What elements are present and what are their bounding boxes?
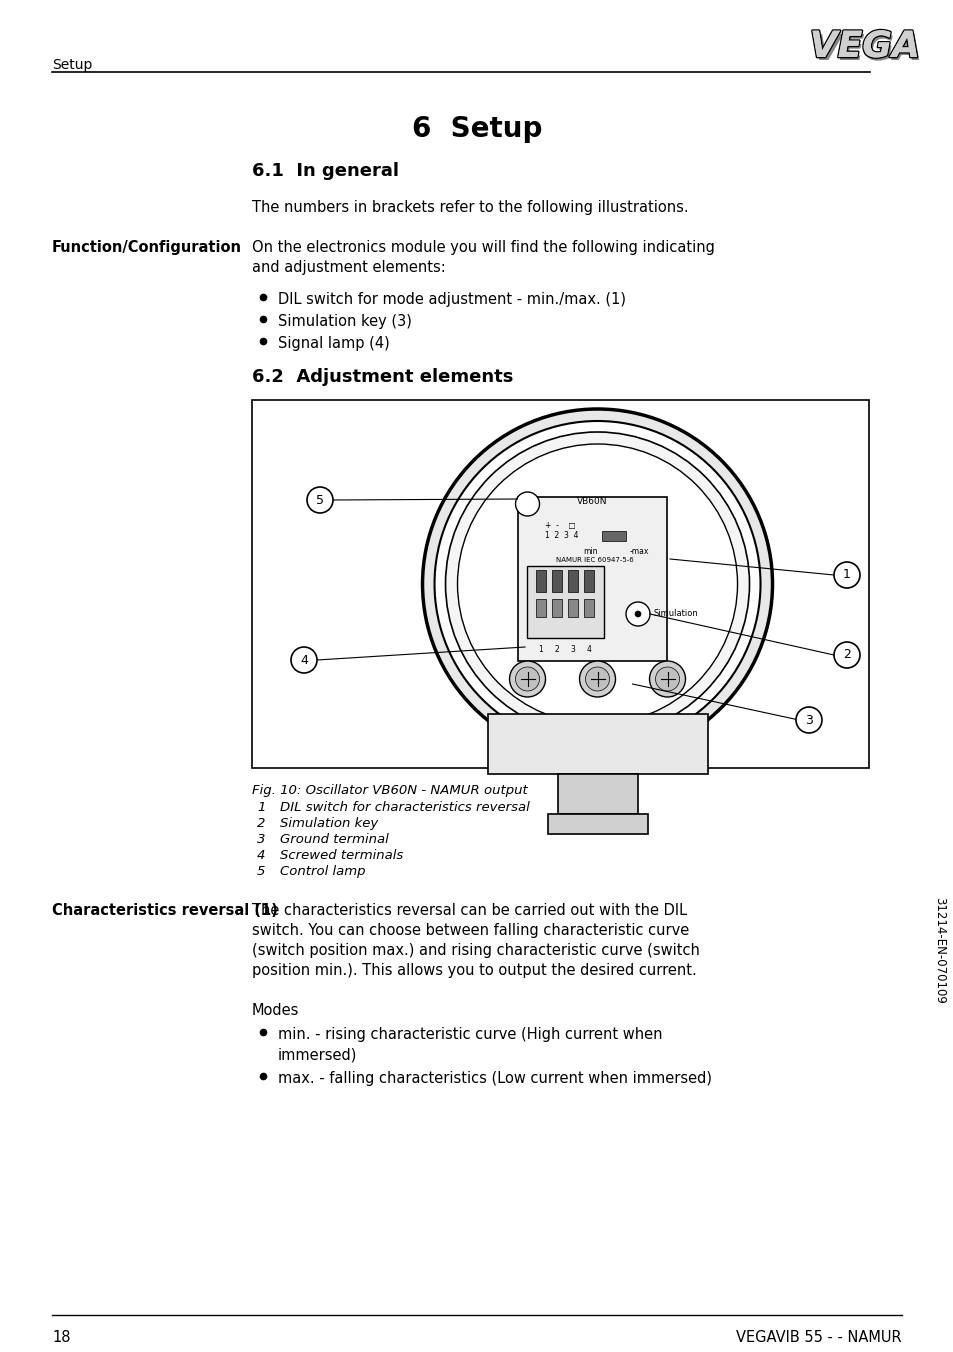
FancyBboxPatch shape bbox=[526, 566, 603, 638]
Text: Function/Configuration: Function/Configuration bbox=[52, 241, 242, 256]
Bar bbox=[567, 571, 578, 592]
Text: The characteristics reversal can be carried out with the DIL: The characteristics reversal can be carr… bbox=[252, 903, 686, 918]
Circle shape bbox=[635, 611, 640, 617]
Text: 2: 2 bbox=[256, 817, 265, 830]
FancyBboxPatch shape bbox=[557, 773, 637, 814]
Circle shape bbox=[578, 661, 615, 698]
Circle shape bbox=[833, 562, 859, 588]
Text: DIL switch for mode adjustment - min./max. (1): DIL switch for mode adjustment - min./ma… bbox=[277, 292, 625, 307]
Text: Setup: Setup bbox=[52, 58, 92, 72]
Text: 4: 4 bbox=[256, 849, 265, 863]
Text: immersed): immersed) bbox=[277, 1046, 357, 1063]
Ellipse shape bbox=[445, 433, 749, 735]
Text: 3: 3 bbox=[256, 833, 265, 846]
Text: Simulation: Simulation bbox=[653, 610, 697, 618]
Text: 1: 1 bbox=[842, 568, 850, 581]
Text: Fig. 10: Oscillator VB60N - NAMUR output: Fig. 10: Oscillator VB60N - NAMUR output bbox=[252, 784, 527, 796]
FancyBboxPatch shape bbox=[487, 714, 707, 773]
Bar bbox=[583, 571, 594, 592]
Text: Simulation key: Simulation key bbox=[280, 817, 377, 830]
Bar bbox=[552, 571, 561, 592]
Bar bbox=[583, 599, 594, 617]
FancyBboxPatch shape bbox=[517, 498, 666, 661]
Text: 5: 5 bbox=[256, 865, 265, 877]
Text: Simulation key (3): Simulation key (3) bbox=[277, 314, 412, 329]
Circle shape bbox=[625, 602, 649, 626]
Text: 6.2  Adjustment elements: 6.2 Adjustment elements bbox=[252, 368, 513, 387]
Text: DIL switch for characteristics reversal: DIL switch for characteristics reversal bbox=[280, 800, 529, 814]
Ellipse shape bbox=[422, 410, 772, 758]
Text: 4: 4 bbox=[300, 653, 308, 667]
Text: -max: -max bbox=[629, 548, 649, 556]
Text: VEGA: VEGA bbox=[809, 30, 919, 64]
Text: 3: 3 bbox=[570, 645, 575, 654]
Text: (switch position max.) and rising characteristic curve (switch: (switch position max.) and rising charac… bbox=[252, 942, 700, 959]
Text: 1: 1 bbox=[538, 645, 543, 654]
FancyBboxPatch shape bbox=[547, 814, 647, 834]
Text: VEGA: VEGA bbox=[810, 31, 920, 65]
Text: 18: 18 bbox=[52, 1330, 71, 1345]
Text: 4: 4 bbox=[586, 645, 591, 654]
Text: Ground terminal: Ground terminal bbox=[280, 833, 388, 846]
Text: position min.). This allows you to output the desired current.: position min.). This allows you to outpu… bbox=[252, 963, 696, 977]
Text: 5: 5 bbox=[315, 493, 324, 507]
Ellipse shape bbox=[434, 420, 760, 748]
Text: Screwed terminals: Screwed terminals bbox=[280, 849, 403, 863]
Text: +  -    □: + - □ bbox=[544, 521, 575, 530]
Text: On the electronics module you will find the following indicating: On the electronics module you will find … bbox=[252, 241, 714, 256]
Text: VEGA: VEGA bbox=[809, 30, 919, 64]
Text: Signal lamp (4): Signal lamp (4) bbox=[277, 337, 390, 352]
Text: 1: 1 bbox=[256, 800, 265, 814]
Circle shape bbox=[291, 648, 316, 673]
Text: 2: 2 bbox=[842, 649, 850, 661]
Circle shape bbox=[515, 667, 539, 691]
Text: Control lamp: Control lamp bbox=[280, 865, 365, 877]
Circle shape bbox=[649, 661, 685, 698]
Text: The numbers in brackets refer to the following illustrations.: The numbers in brackets refer to the fol… bbox=[252, 200, 688, 215]
Text: VB60N: VB60N bbox=[577, 498, 607, 506]
Text: min: min bbox=[583, 548, 598, 556]
Text: Characteristics reversal (1): Characteristics reversal (1) bbox=[52, 903, 277, 918]
Bar bbox=[536, 571, 545, 592]
Text: 1  2  3  4: 1 2 3 4 bbox=[544, 531, 578, 539]
Text: min. - rising characteristic curve (High current when: min. - rising characteristic curve (High… bbox=[277, 1028, 661, 1042]
Circle shape bbox=[833, 642, 859, 668]
Circle shape bbox=[585, 667, 609, 691]
Bar bbox=[567, 599, 578, 617]
Bar bbox=[252, 400, 868, 768]
Circle shape bbox=[795, 707, 821, 733]
Text: 3: 3 bbox=[804, 714, 812, 726]
Text: NAMUR IEC 60947-5-6: NAMUR IEC 60947-5-6 bbox=[556, 557, 633, 562]
FancyBboxPatch shape bbox=[601, 531, 625, 541]
Circle shape bbox=[515, 492, 539, 516]
Text: Modes: Modes bbox=[252, 1003, 299, 1018]
Text: switch. You can choose between falling characteristic curve: switch. You can choose between falling c… bbox=[252, 923, 688, 938]
Bar bbox=[536, 599, 545, 617]
Text: VEGAVIB 55 - - NAMUR: VEGAVIB 55 - - NAMUR bbox=[736, 1330, 901, 1345]
Text: 6  Setup: 6 Setup bbox=[412, 115, 541, 143]
Text: 6.1  In general: 6.1 In general bbox=[252, 162, 398, 180]
Circle shape bbox=[655, 667, 679, 691]
Text: VEGA: VEGA bbox=[809, 30, 919, 64]
Circle shape bbox=[307, 487, 333, 512]
Text: VEGA: VEGA bbox=[811, 32, 921, 66]
Text: 31214-EN-070109: 31214-EN-070109 bbox=[933, 896, 945, 1003]
Text: and adjustment elements:: and adjustment elements: bbox=[252, 260, 445, 274]
Text: VEGA: VEGA bbox=[812, 32, 923, 68]
Ellipse shape bbox=[457, 443, 737, 725]
Bar bbox=[552, 599, 561, 617]
Text: 2: 2 bbox=[554, 645, 558, 654]
Text: max. - falling characteristics (Low current when immersed): max. - falling characteristics (Low curr… bbox=[277, 1071, 711, 1086]
Circle shape bbox=[509, 661, 545, 698]
